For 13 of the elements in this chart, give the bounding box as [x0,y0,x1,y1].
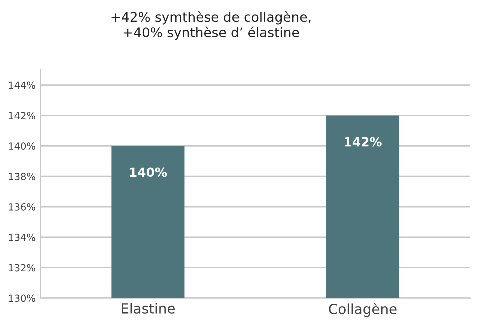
data-label: 142% [345,137,382,147]
y-tick-label: 132% [9,264,36,272]
y-tick-label: 144% [9,82,36,90]
x-tick-label: Elastine [122,303,175,314]
y-tick-label: 136% [9,203,36,211]
chart-title: +42% symthèse de collagène, +40% synthèse d’ élastine [112,11,311,40]
y-tick-label: 142% [9,112,36,120]
y-tick-label: 138% [9,173,36,180]
data-label: 140% [130,168,168,178]
x-tick-label: Collagène [329,303,397,318]
y-tick-label: 130% [9,294,36,302]
y-tick-label: 134% [9,234,36,242]
y-tick-label: 140% [9,142,36,150]
